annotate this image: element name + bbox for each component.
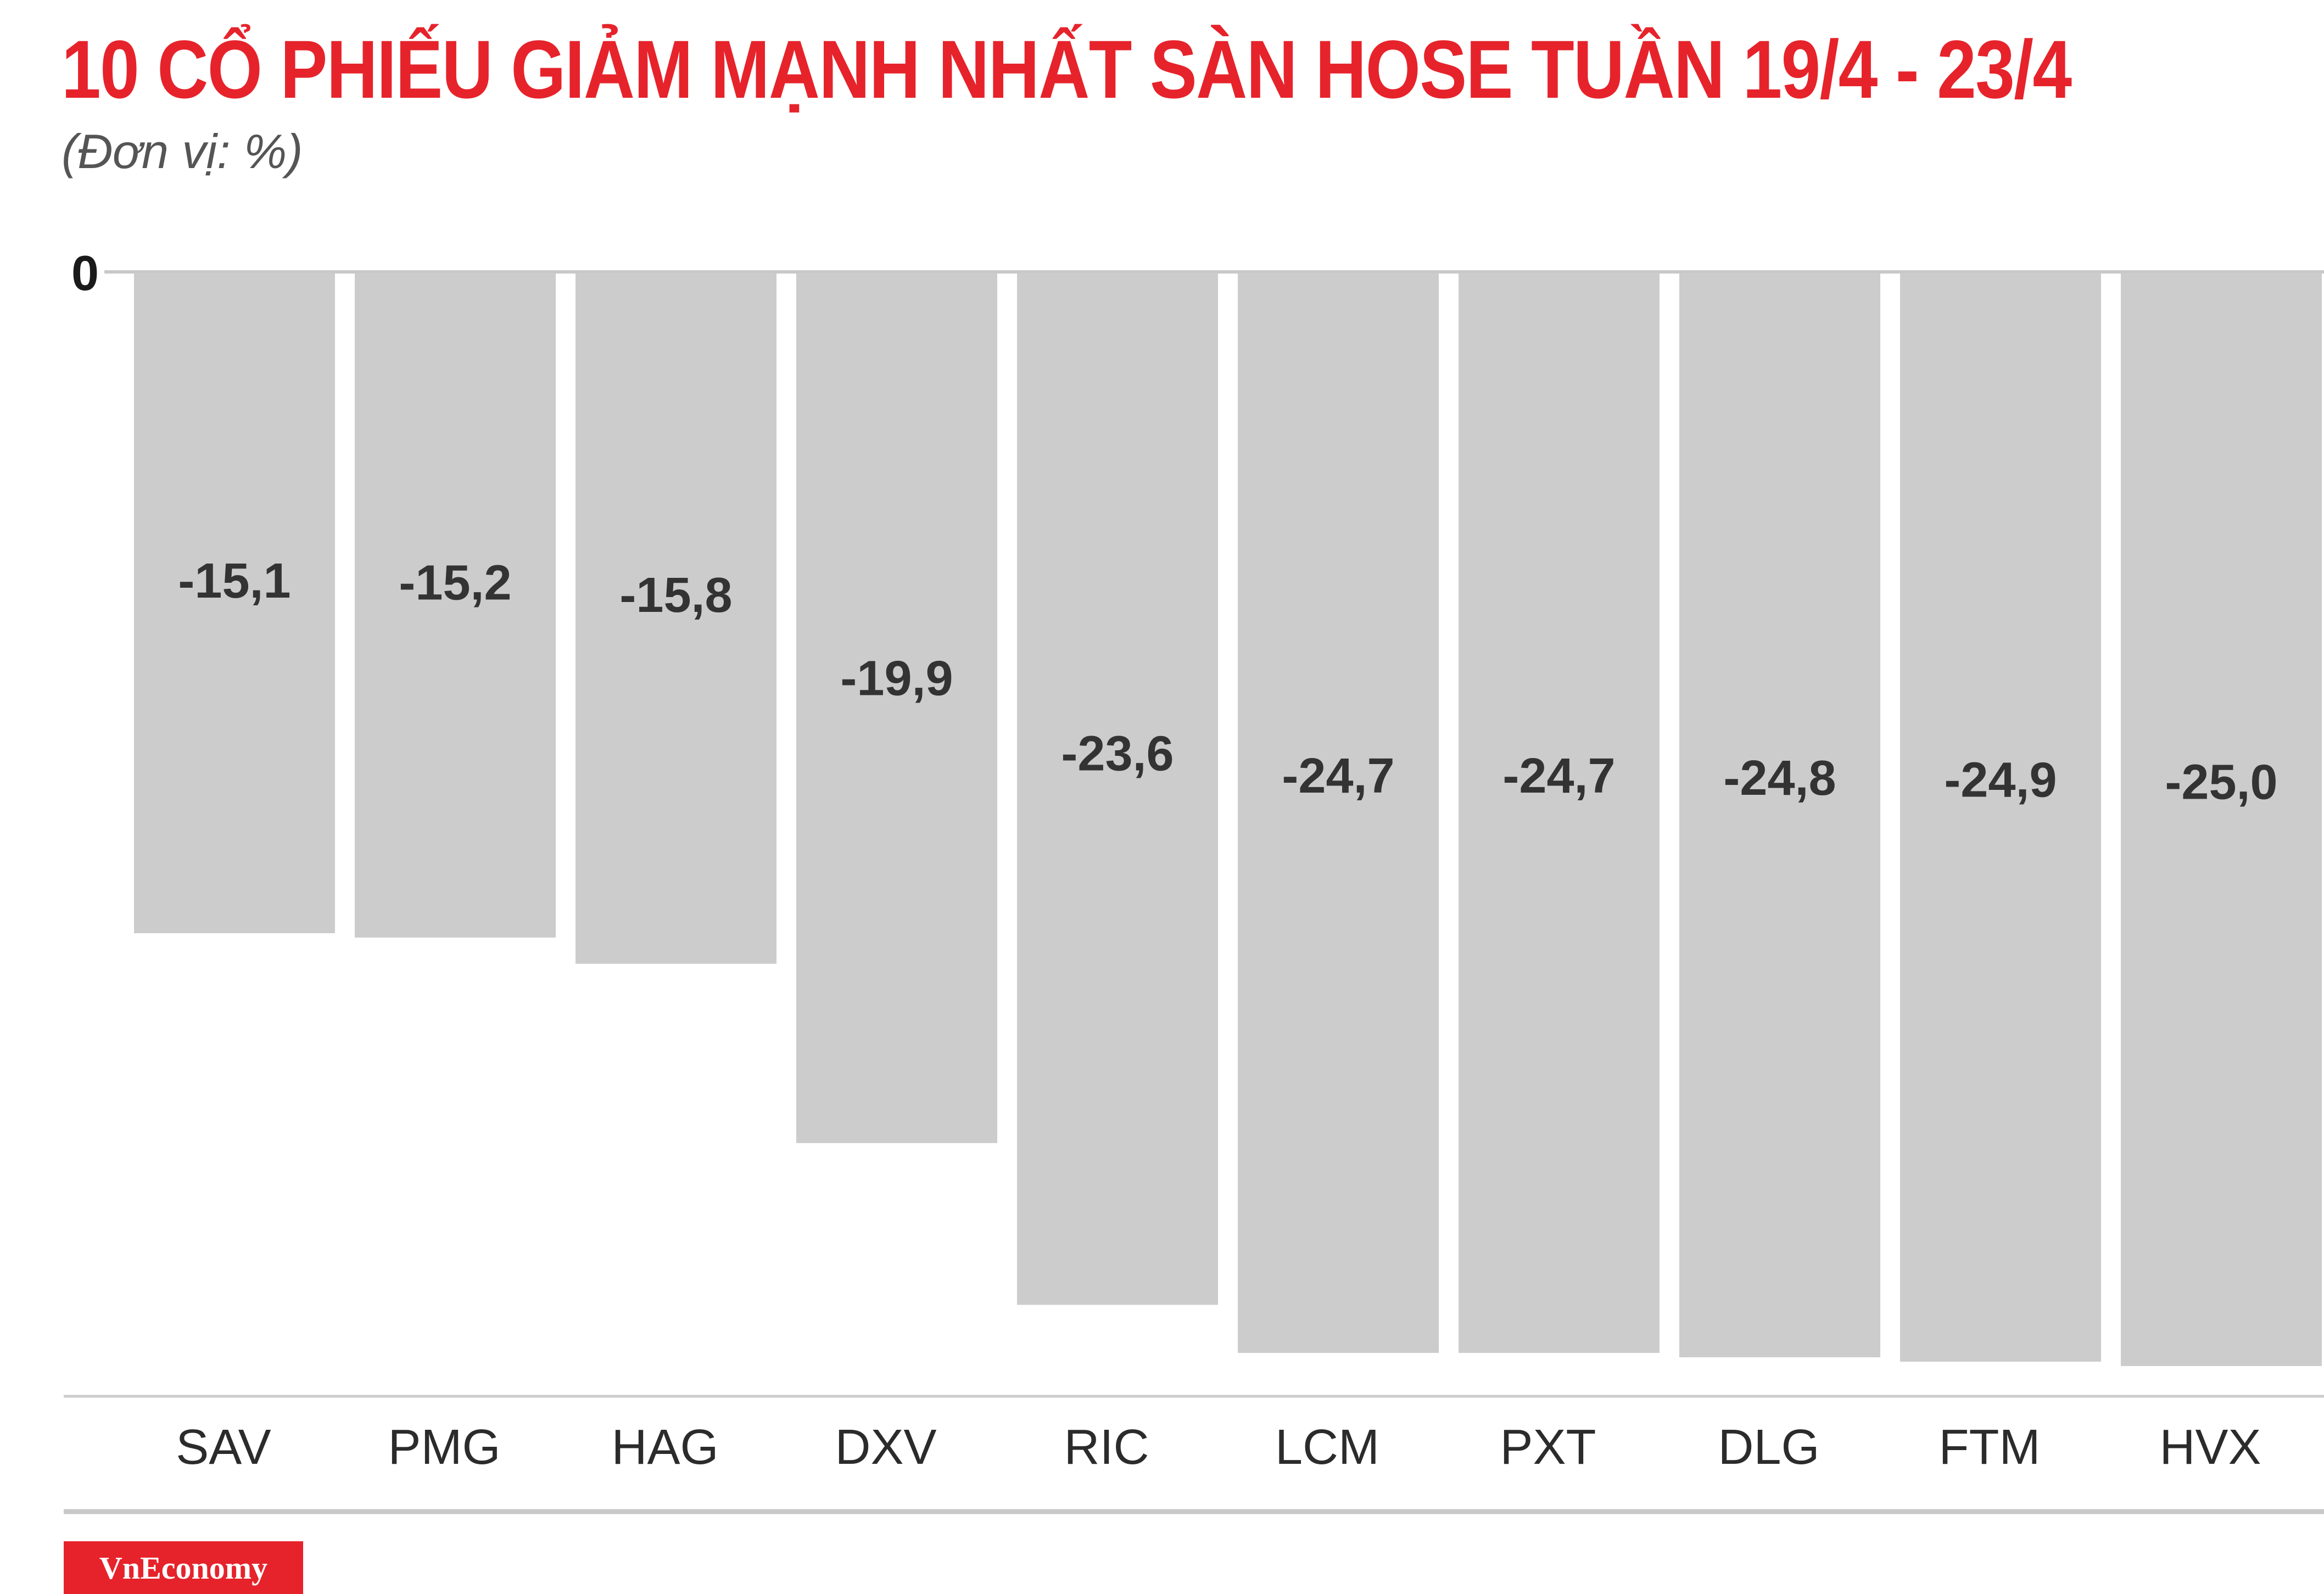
bar-value-label: -24,7 (1282, 749, 1394, 804)
category-label: PXT (1500, 1420, 1596, 1475)
category-label: HVX (2159, 1420, 2261, 1475)
category-labels: SAV PMG HAG DXV RIC LCM PXT DLG FTM HVX (176, 1420, 2261, 1475)
brand-logo-text: VnEconomy (99, 1550, 268, 1586)
bar-sav (134, 273, 335, 933)
bar-value-labels: -15,1 -15,2 -15,8 -19,9 -23,6 -24,7 -24,7 -24,8… (178, 554, 2277, 810)
bar-pmg (355, 273, 556, 938)
bar-dlg (1679, 273, 1880, 1358)
bar-value-label: -24,7 (1502, 749, 1615, 804)
category-label: DLG (1718, 1420, 1819, 1475)
bar-value-label: -25,0 (2165, 755, 2277, 810)
brand-logo: VnEconomy (64, 1541, 303, 1594)
bar-hag (576, 273, 776, 964)
bar-value-label: -15,2 (399, 556, 511, 611)
bar-hvx (2121, 273, 2322, 1366)
bar-lcm (1238, 273, 1439, 1353)
bar-value-label: -19,9 (840, 651, 953, 706)
category-label: PMG (388, 1420, 500, 1475)
bar-ftm (1900, 273, 2101, 1362)
category-label: RIC (1064, 1420, 1149, 1475)
category-label: DXV (835, 1420, 936, 1475)
category-label: FTM (1939, 1420, 2041, 1475)
category-label: LCM (1275, 1420, 1379, 1475)
chart-subtitle: (Đơn vị: %) (62, 124, 303, 179)
bar-value-label: -24,9 (1944, 753, 2057, 808)
bar-dxv (796, 273, 997, 1144)
bar-value-label: -15,1 (178, 554, 290, 609)
bar-value-label: -23,6 (1061, 727, 1174, 782)
bars-group (134, 273, 2322, 1366)
zero-tick-label: 0 (71, 246, 99, 301)
bar-pxt (1459, 273, 1660, 1353)
bar-ric (1017, 273, 1218, 1305)
bar-value-label: -15,8 (619, 568, 732, 623)
bar-value-label: -24,8 (1723, 751, 1836, 806)
category-label: HAG (611, 1420, 718, 1475)
chart-title: 10 CỔ PHIẾU GIẢM MẠNH NHẤT SÀN HOSE TUẦN… (62, 23, 2072, 115)
category-label: SAV (176, 1420, 271, 1475)
